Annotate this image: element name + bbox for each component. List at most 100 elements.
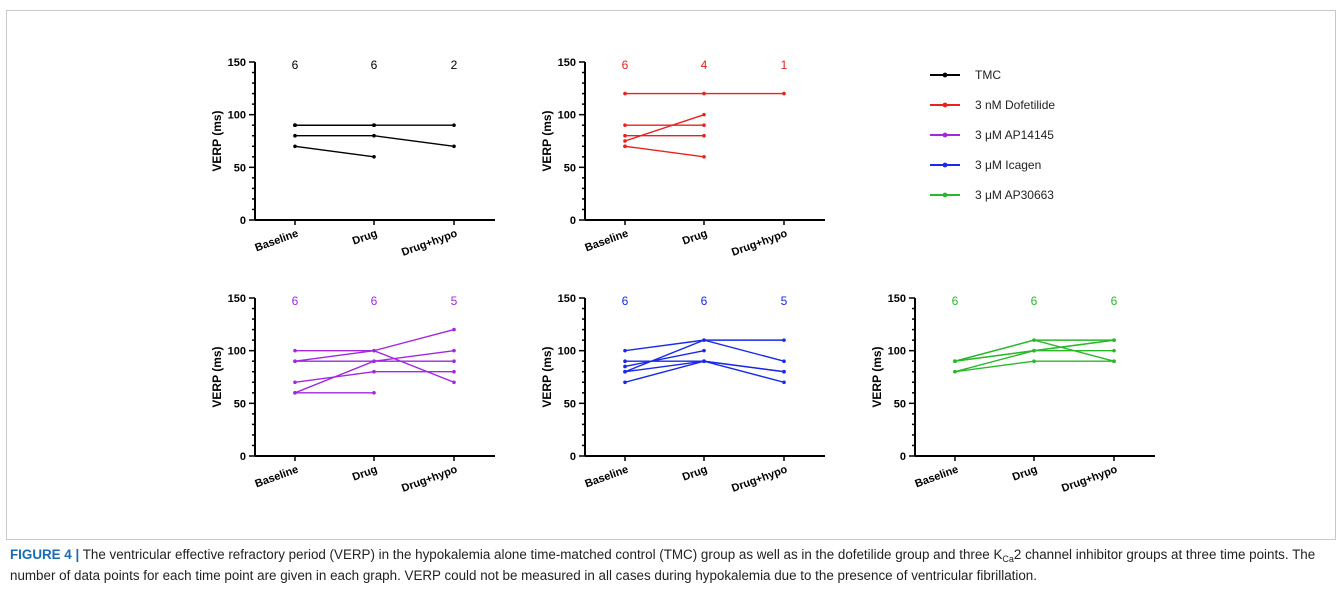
data-point-count: 6 [1031, 294, 1038, 308]
series-line [295, 349, 455, 383]
series-line [294, 328, 455, 362]
legend-swatch-marker [942, 72, 948, 78]
y-tick-label: 100 [558, 346, 576, 358]
x-tick-label: Drug+hypo [1060, 463, 1119, 494]
legend-swatch-marker [942, 102, 948, 108]
data-point-count: 4 [701, 58, 708, 72]
data-point [623, 348, 627, 353]
data-point [702, 123, 706, 127]
x-tick-label: Drug+hypo [730, 463, 789, 494]
x-tick-label: Drug [351, 228, 379, 248]
data-point [782, 338, 786, 342]
data-point [623, 91, 627, 96]
legend-swatch-marker [942, 162, 948, 168]
data-point [293, 359, 297, 364]
x-tick-label: Drug+hypo [400, 227, 459, 258]
legend-label: TMC [975, 68, 1001, 82]
figure-caption: FIGURE 4 | The ventricular effective ref… [10, 545, 1330, 586]
caption-label: FIGURE 4 | [10, 547, 80, 562]
x-tick-label: Baseline [913, 464, 960, 491]
data-point-count: 5 [451, 294, 458, 308]
y-tick-label: 150 [558, 57, 576, 69]
data-point [452, 369, 456, 374]
data-point [782, 369, 786, 374]
data-point-count: 6 [622, 58, 629, 72]
y-tick-label: 0 [240, 215, 246, 227]
data-point-count: 6 [292, 294, 299, 308]
series-line [624, 349, 705, 368]
data-point [782, 91, 786, 96]
data-point [623, 364, 627, 369]
data-point [452, 359, 456, 364]
data-point [293, 348, 297, 353]
data-point [1032, 359, 1036, 364]
legend-label: 3 μM AP14145 [975, 128, 1054, 142]
figure-frame [6, 10, 1336, 540]
data-point [623, 369, 627, 374]
x-tick-label: Baseline [583, 464, 630, 491]
y-tick-label: 50 [894, 398, 906, 410]
y-tick-label: 50 [234, 162, 246, 174]
data-point [452, 123, 456, 127]
x-tick-label: Baseline [583, 228, 630, 255]
x-tick-label: Drug+hypo [400, 463, 459, 494]
data-point [702, 112, 706, 117]
data-point [623, 123, 627, 127]
caption-text-1: The ventricular effective refractory per… [79, 547, 1003, 562]
data-point-count: 6 [952, 294, 959, 308]
series-line [624, 114, 705, 142]
data-point [623, 144, 627, 149]
data-point-count: 1 [781, 58, 788, 72]
data-point-count: 6 [1111, 294, 1118, 308]
data-point [782, 380, 786, 385]
data-point-count: 6 [622, 294, 629, 308]
data-point [953, 359, 957, 364]
x-tick-label: Drug+hypo [730, 227, 789, 258]
x-tick-label: Drug [351, 464, 379, 484]
data-point-count: 2 [451, 58, 458, 72]
y-tick-label: 50 [234, 398, 246, 410]
data-point-count: 6 [292, 58, 299, 72]
legend-label: 3 nM Dofetilide [975, 98, 1055, 112]
data-point [623, 359, 627, 364]
caption-subscript: Ca [1002, 554, 1014, 564]
y-tick-label: 0 [900, 451, 906, 463]
data-point [293, 123, 297, 127]
data-point-count: 6 [371, 58, 378, 72]
y-tick-label: 0 [570, 451, 576, 463]
data-point [372, 391, 376, 395]
y-tick-label: 150 [228, 57, 246, 69]
y-axis-label: VERP (ms) [210, 346, 224, 407]
x-tick-label: Drug [681, 464, 709, 484]
y-tick-label: 150 [228, 293, 246, 305]
y-tick-label: 50 [564, 162, 576, 174]
legend-label: 3 μM Icagen [975, 158, 1041, 172]
data-point [452, 348, 456, 353]
data-point [452, 144, 456, 149]
data-point [372, 348, 376, 353]
y-tick-label: 100 [228, 110, 246, 122]
data-point [293, 380, 297, 385]
data-point [702, 91, 706, 96]
data-point-count: 5 [781, 294, 788, 308]
data-point [1112, 338, 1116, 342]
data-point [293, 391, 297, 395]
data-point [782, 359, 786, 364]
x-tick-label: Drug [681, 228, 709, 248]
data-point [372, 369, 376, 374]
data-point [1112, 359, 1116, 364]
x-tick-label: Baseline [253, 228, 300, 255]
y-tick-label: 0 [240, 451, 246, 463]
data-point [372, 123, 376, 127]
caption-text-2: 2 channel inhibitor groups at three time… [10, 547, 1316, 583]
y-tick-label: 100 [228, 346, 246, 358]
y-tick-label: 0 [570, 215, 576, 227]
data-point-count: 6 [371, 294, 378, 308]
data-point [293, 144, 297, 149]
data-point [1032, 338, 1036, 342]
data-point [623, 380, 627, 385]
data-point [293, 133, 297, 138]
legend-label: 3 μM AP30663 [975, 188, 1054, 202]
y-axis-label: VERP (ms) [540, 346, 554, 407]
